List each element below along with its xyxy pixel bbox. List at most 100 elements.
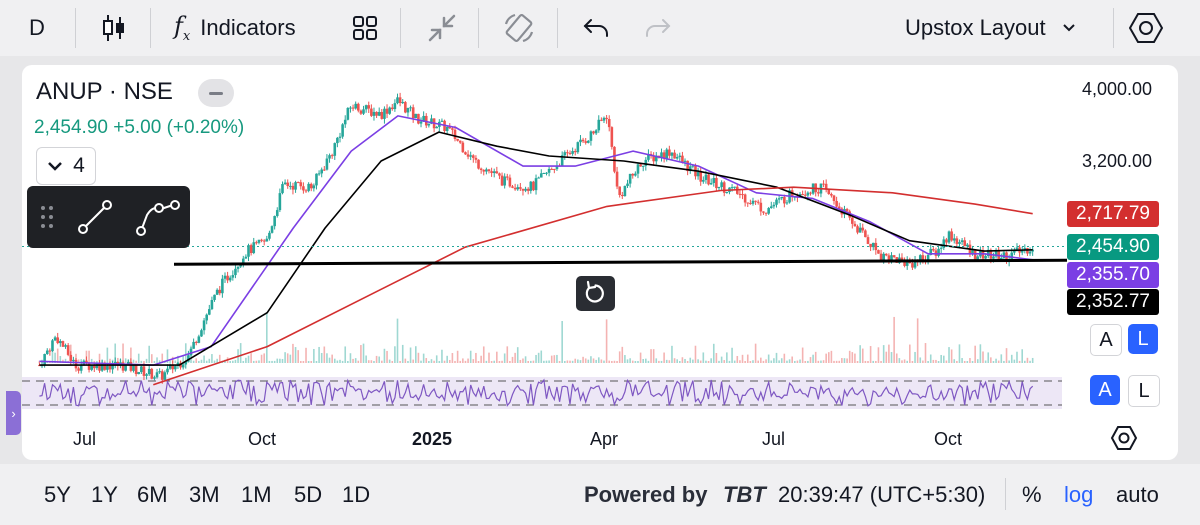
volume-bar <box>174 360 177 363</box>
candle-body <box>103 362 107 370</box>
candle-body <box>419 121 423 124</box>
volume-bar <box>438 360 441 363</box>
candle-body <box>573 151 577 153</box>
log-scale-toggle[interactable]: log <box>1064 481 1094 507</box>
candle-body <box>560 155 564 167</box>
volume-bar <box>80 359 83 363</box>
price-chart[interactable] <box>22 65 1178 460</box>
volume-bar <box>532 360 535 363</box>
candle-body <box>56 337 60 344</box>
candle-body <box>918 255 922 262</box>
oscillator-auto-scale-button[interactable]: A <box>1090 375 1120 405</box>
path-tool-icon[interactable] <box>133 195 181 239</box>
volume-bar <box>807 360 809 363</box>
layout-grid-button[interactable] <box>348 0 382 56</box>
candle-body <box>691 165 695 167</box>
volume-bar <box>315 360 318 363</box>
volume-bar <box>394 346 396 363</box>
volume-bar <box>232 360 234 363</box>
x-tick-label: Jul <box>73 429 97 449</box>
undo-icon <box>583 19 608 37</box>
candle-body <box>283 182 287 185</box>
candle-body <box>767 208 770 214</box>
volume-bar <box>882 345 885 363</box>
volume-bar <box>613 360 616 363</box>
volume-bar <box>158 360 161 363</box>
candle-body <box>194 341 198 343</box>
volume-bar <box>297 350 299 363</box>
redo-button[interactable] <box>642 0 674 56</box>
candle-body <box>783 196 786 204</box>
range-5y-button[interactable]: 5Y <box>44 481 71 507</box>
volume-bar <box>435 355 438 363</box>
volume-bar <box>820 360 822 363</box>
volume-bar <box>323 346 326 363</box>
volume-bar <box>929 354 932 363</box>
candle-body <box>451 128 454 130</box>
collapse-button[interactable] <box>425 0 459 56</box>
undo-button[interactable] <box>580 0 612 56</box>
indicators-button[interactable]: fx Indicators <box>174 0 324 56</box>
candle-body <box>495 171 499 174</box>
volume-bar <box>143 360 145 363</box>
candle-body <box>801 194 804 196</box>
auto-scale-button[interactable]: A <box>1090 324 1122 356</box>
candle-body <box>647 153 650 160</box>
candle-body <box>817 192 820 194</box>
candle-body <box>490 171 493 174</box>
settings-button[interactable] <box>1126 0 1166 56</box>
clock-timezone[interactable]: 20:39:47 (UTC+5:30) <box>778 481 986 507</box>
percent-scale-button[interactable]: % <box>1022 481 1042 507</box>
interval-selector[interactable]: D <box>29 15 45 40</box>
candle-body <box>249 245 253 254</box>
range-6m-button[interactable]: 6M <box>137 481 168 507</box>
volume-bar <box>503 353 506 363</box>
volume-bar <box>958 344 961 363</box>
volume-bar <box>647 360 650 363</box>
rotate-screen-button[interactable] <box>500 0 538 56</box>
range-5d-button[interactable]: 5D <box>294 481 323 507</box>
candle-body <box>100 362 104 371</box>
chart-type-button[interactable] <box>98 0 130 56</box>
candle-body <box>772 204 776 207</box>
candle-body <box>534 178 538 191</box>
chart-panel[interactable]: ANUP · NSE 2,454.90 +5.00 (+0.20%) 4 4,0… <box>22 65 1178 460</box>
side-panel-toggle[interactable]: › <box>6 391 21 435</box>
candle-body <box>45 350 49 355</box>
volume-bar <box>148 345 150 363</box>
range-1y-button[interactable]: 1Y <box>91 481 118 507</box>
time-axis-settings-button[interactable] <box>1110 425 1138 456</box>
range-1m-button[interactable]: 1M <box>241 481 272 507</box>
reset-chart-button[interactable] <box>576 276 615 311</box>
horizontal-support-line <box>173 258 1068 266</box>
candle-body <box>809 192 812 194</box>
candle-body <box>945 239 948 243</box>
candle-body <box>189 348 193 356</box>
oscillator-log-scale-button[interactable]: L <box>1128 375 1160 407</box>
volume-bar <box>192 360 195 363</box>
range-1d-button[interactable]: 1D <box>342 481 371 507</box>
candle-body <box>487 169 491 172</box>
candle-body <box>142 366 146 376</box>
candle-body <box>330 155 334 157</box>
log-scale-button[interactable]: L <box>1128 324 1158 354</box>
layout-selector[interactable]: Upstox Layout <box>905 0 1105 56</box>
candle-body <box>835 200 838 207</box>
candle-body <box>362 109 365 114</box>
candle-body <box>720 182 723 188</box>
volume-bar <box>621 346 624 363</box>
volume-bar <box>428 360 430 363</box>
volume-bar <box>760 357 762 363</box>
range-3m-button[interactable]: 3M <box>189 481 220 507</box>
volume-bar <box>686 360 689 363</box>
top-toolbar: D fx Indicators <box>0 0 1200 56</box>
volume-bar <box>548 360 550 363</box>
drag-handle-icon[interactable] <box>37 202 57 232</box>
volume-bar <box>496 351 498 363</box>
auto-scale-toggle[interactable]: auto <box>1116 481 1159 507</box>
trend-line-tool-icon[interactable] <box>73 195 117 239</box>
indicator-count-toggle[interactable]: 4 <box>36 147 96 185</box>
candle-body <box>662 152 666 159</box>
collapse-legend-button[interactable] <box>198 79 234 107</box>
candle-body <box>247 245 250 257</box>
